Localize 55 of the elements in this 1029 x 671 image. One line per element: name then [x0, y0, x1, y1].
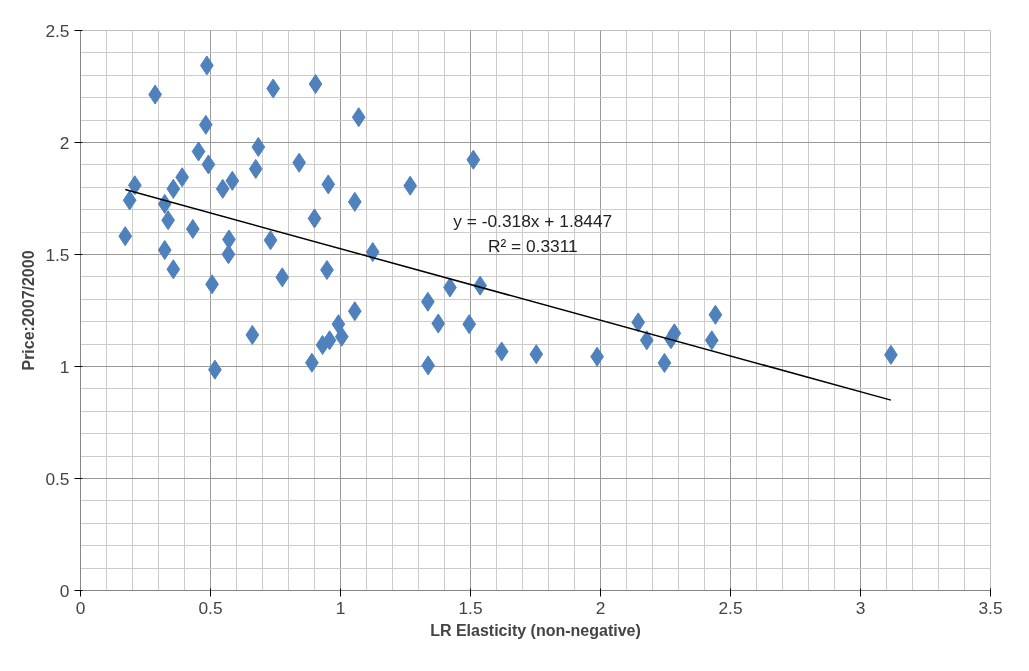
point [225, 170, 240, 191]
point [403, 175, 418, 196]
point [639, 330, 654, 351]
point [307, 208, 322, 229]
point [462, 314, 477, 335]
point [248, 158, 263, 179]
point [704, 330, 719, 351]
point [166, 178, 181, 199]
point [431, 313, 446, 334]
point [215, 178, 230, 199]
x-tick-label: 2.5 [718, 597, 743, 618]
point [708, 304, 723, 325]
point [351, 107, 366, 128]
y-tick-label: 1 [59, 356, 70, 377]
x-tick-label: 3.5 [978, 597, 1003, 618]
point [466, 149, 481, 170]
point [347, 191, 362, 212]
point [191, 141, 206, 162]
x-tick-label: 3 [855, 597, 866, 618]
point [275, 267, 290, 288]
y-tick-label: 0 [59, 580, 70, 601]
point [118, 226, 133, 247]
point [166, 259, 181, 280]
point [251, 136, 266, 157]
annotation: R² = 0.3311 [487, 236, 578, 257]
point [347, 301, 362, 322]
y-tick-label: 1.5 [45, 244, 70, 265]
y-tick-label: 2.5 [45, 20, 70, 41]
point [221, 244, 236, 265]
y-tick-label: 0.5 [45, 468, 70, 489]
point [198, 114, 213, 135]
x-tick-label: 0 [75, 597, 86, 618]
point [157, 240, 172, 261]
point [365, 242, 380, 263]
x-tick-label: 1.5 [458, 597, 483, 618]
point [321, 174, 336, 195]
point [315, 335, 330, 355]
point [494, 341, 509, 362]
y-axis-title: Price:2007/2000 [20, 250, 38, 371]
point [122, 190, 137, 211]
point [263, 230, 278, 251]
x-tick-label: 0.5 [198, 597, 223, 618]
point [334, 326, 349, 347]
point [631, 312, 646, 333]
y-tick-label: 2 [59, 132, 70, 153]
point [185, 218, 200, 239]
x-tick-label: 1 [335, 597, 346, 618]
point [201, 154, 216, 175]
x-tick-label: 2 [595, 597, 606, 618]
annotation: y = -0.318x + 1.8447 [453, 210, 613, 231]
point [245, 324, 260, 345]
x-axis-title: LR Elasticity (non-negative) [430, 621, 641, 639]
point [529, 344, 544, 365]
point [308, 74, 323, 95]
point [657, 352, 672, 373]
